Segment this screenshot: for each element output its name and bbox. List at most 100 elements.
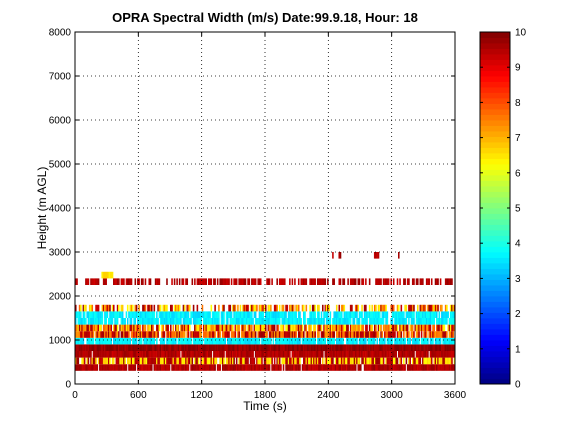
heatmap-cell [119,351,121,358]
heatmap-cell [343,351,346,358]
heatmap-cell [318,351,320,358]
heatmap-cell [447,324,449,332]
heatmap-cell [409,311,411,318]
heatmap-cell [386,331,389,338]
heatmap-cell [292,304,295,312]
heatmap-cell [235,278,238,285]
heatmap-cell [211,337,214,345]
heatmap-cell [361,357,363,365]
heatmap-cell [310,344,313,351]
heatmap-cell [328,304,330,312]
heatmap-cell [337,331,339,338]
heatmap-cell [380,357,382,365]
heatmap-cell [78,304,81,312]
heatmap-cell [329,337,332,345]
heatmap-cell [204,351,206,358]
heatmap-cell [242,278,244,285]
heatmap-cell [410,331,413,338]
heatmap-cell [363,344,366,351]
heatmap-cell [246,344,248,351]
heatmap-cell [175,318,177,325]
heatmap-cell [381,337,384,345]
heatmap-cell [327,337,329,345]
heatmap-cell [427,318,429,325]
heatmap-cell [286,324,289,332]
heatmap-cell [423,331,425,338]
heatmap-cell [266,331,268,338]
heatmap-cell [126,344,129,351]
heatmap-cell [308,318,310,325]
heatmap-cell [195,324,197,332]
heatmap-cell [353,364,356,371]
heatmap-cell [285,324,287,332]
heatmap-cell [313,304,315,312]
heatmap-cell [332,351,334,358]
heatmap-cell [258,278,261,285]
heatmap-cell [304,357,306,365]
heatmap-cell [318,364,320,371]
heatmap-cell [398,304,400,312]
heatmap-cell [403,357,405,365]
heatmap-cell [183,318,186,325]
heatmap-cell [161,331,163,338]
heatmap-cell [259,278,262,285]
heatmap-cell [129,344,132,351]
heatmap-cell [251,311,253,318]
heatmap-cell [235,324,238,332]
heatmap-cell [246,331,248,338]
heatmap-cell [297,364,300,371]
heatmap-cell [292,344,295,351]
heatmap-cell [270,304,272,312]
heatmap-cell [208,324,210,332]
heatmap-cell [365,331,367,338]
heatmap-cell [432,337,434,345]
colorbar-cell [480,301,510,308]
heatmap-cell [387,337,390,345]
heatmap-cell [116,351,119,358]
heatmap-cell [135,351,138,358]
heatmap-cell [132,344,134,351]
heatmap-cell [187,324,190,332]
heatmap-cell [209,278,211,285]
heatmap-cell [453,324,455,332]
heatmap-cell [449,311,452,318]
heatmap-cell [251,304,253,312]
heatmap-cell [202,351,205,358]
heatmap-cell [249,364,252,371]
heatmap-cell [111,344,114,351]
heatmap-cell [95,351,97,358]
heatmap-cell [419,344,422,351]
heatmap-cell [411,364,414,371]
heatmap-cell [77,331,80,338]
heatmap-cell [310,324,313,332]
heatmap-cell [114,331,116,338]
heatmap-cell [263,351,266,358]
heatmap-cell [427,351,429,358]
heatmap-cell [75,364,77,371]
heatmap-cell [410,364,413,371]
heatmap-cell [396,337,399,345]
heatmap-cell [90,337,92,345]
heatmap-cell [154,318,157,325]
heatmap-cell [251,344,253,351]
heatmap-cell [449,351,452,358]
heatmap-cell [305,364,308,371]
heatmap-cell [373,364,376,371]
heatmap-cell [389,331,391,338]
heatmap-cell [120,357,123,365]
heatmap-cell [433,357,436,365]
heatmap-cell [297,318,300,325]
heatmap-cell [327,357,329,365]
heatmap-cell [427,364,429,371]
heatmap-cell [339,324,342,332]
heatmap-cell [81,357,83,365]
grid-lines [75,32,455,384]
heatmap-cell [240,364,243,371]
heatmap-cell [342,337,344,345]
heatmap-cell [99,337,101,345]
heatmap-cell [276,344,278,351]
heatmap-cell [99,344,101,351]
heatmap-cell [99,357,101,365]
heatmap-cell [419,318,422,325]
heatmap-cell [111,311,114,318]
